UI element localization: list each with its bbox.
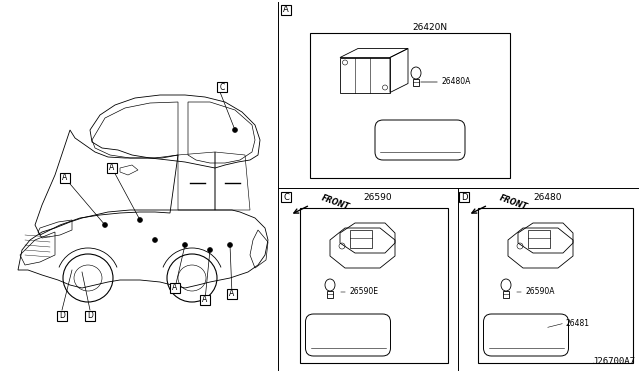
Bar [413, 79, 419, 86]
Bar [227, 289, 237, 299]
Text: C: C [220, 83, 225, 92]
Bar [300, 208, 448, 363]
Circle shape [182, 243, 188, 247]
Bar [85, 311, 95, 321]
Text: C: C [283, 192, 289, 202]
Bar [281, 5, 291, 15]
Text: FRONT: FRONT [320, 194, 351, 212]
Circle shape [227, 243, 232, 247]
Text: A: A [283, 6, 289, 15]
Circle shape [207, 247, 212, 253]
Bar [200, 295, 210, 305]
Bar [350, 230, 372, 248]
Text: A: A [229, 289, 235, 298]
Text: D: D [87, 311, 93, 321]
Bar [459, 192, 469, 202]
Text: 26480A: 26480A [441, 77, 470, 87]
Bar [57, 311, 67, 321]
Circle shape [232, 128, 237, 132]
Circle shape [138, 218, 143, 222]
Text: 26480: 26480 [534, 192, 563, 202]
Text: A: A [202, 295, 207, 305]
Bar [107, 163, 117, 173]
Bar [327, 291, 333, 298]
Bar [503, 291, 509, 298]
Text: FRONT: FRONT [498, 194, 529, 212]
Bar [281, 192, 291, 202]
Bar [170, 283, 180, 293]
Bar [478, 208, 633, 363]
Text: A: A [62, 173, 68, 183]
Circle shape [102, 222, 108, 228]
Text: 26590A: 26590A [525, 288, 554, 296]
Text: A: A [172, 283, 178, 292]
Bar [310, 33, 510, 178]
Text: 26590: 26590 [364, 192, 392, 202]
Bar [60, 173, 70, 183]
Text: 26481: 26481 [566, 318, 590, 327]
Text: 26590E: 26590E [349, 288, 378, 296]
Text: J26700A7: J26700A7 [592, 357, 635, 366]
Circle shape [152, 237, 157, 243]
Text: D: D [59, 311, 65, 321]
Bar [528, 230, 550, 248]
Text: 26420N: 26420N [412, 23, 447, 32]
Text: A: A [109, 164, 115, 173]
Text: D: D [461, 192, 467, 202]
Bar [217, 82, 227, 92]
